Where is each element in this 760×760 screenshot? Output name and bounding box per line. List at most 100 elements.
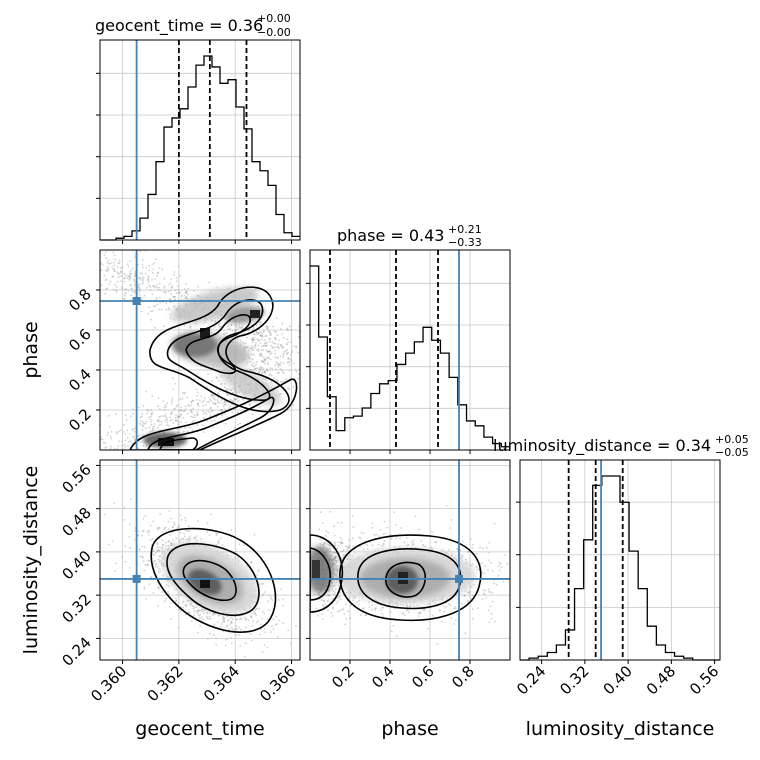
sample-point — [475, 565, 477, 568]
sample-point — [281, 332, 284, 335]
sample-point — [169, 301, 172, 304]
sample-point — [210, 394, 213, 397]
sample-point — [464, 594, 466, 597]
sample-point — [375, 534, 378, 536]
sample-point — [231, 629, 234, 631]
sample-point — [511, 578, 513, 580]
sample-point — [183, 535, 186, 538]
sample-point — [138, 287, 141, 289]
sample-point — [476, 568, 479, 571]
sample-point — [254, 610, 257, 612]
sample-point — [177, 288, 179, 291]
y-tick-label: 0.56 — [58, 461, 94, 497]
sample-point — [70, 269, 72, 271]
sample-point — [178, 608, 181, 611]
sample-point — [185, 295, 188, 298]
sample-point — [263, 358, 266, 360]
sample-point — [218, 401, 221, 404]
sample-point — [143, 569, 146, 572]
sample-point — [319, 543, 322, 545]
sample-point — [190, 604, 192, 607]
sample-point — [146, 247, 148, 249]
sample-point — [90, 446, 92, 448]
sample-point — [431, 531, 433, 533]
sample-point — [341, 541, 343, 544]
sample-point — [271, 346, 274, 348]
sample-point — [98, 437, 100, 439]
sample-point — [268, 340, 271, 343]
sample-point — [206, 401, 209, 403]
sample-point — [264, 371, 266, 373]
sample-point — [164, 548, 167, 550]
sample-point — [262, 331, 265, 334]
sample-point — [256, 338, 259, 341]
sample-point — [130, 415, 133, 418]
sample-point — [178, 415, 181, 418]
sample-point — [363, 607, 365, 609]
sample-point — [187, 611, 190, 614]
sample-point — [175, 280, 178, 282]
sample-point — [177, 423, 180, 426]
sample-point — [270, 631, 272, 633]
sample-point — [173, 408, 176, 411]
panel-frame — [99, 459, 301, 661]
sample-point — [227, 394, 229, 396]
sample-point — [268, 330, 270, 332]
sample-point — [164, 291, 166, 294]
sample-point — [139, 555, 141, 558]
sample-point — [176, 285, 179, 288]
sample-point — [259, 352, 261, 355]
sample-point — [150, 409, 153, 411]
sample-point — [352, 599, 355, 602]
sample-point — [192, 416, 194, 419]
sample-point — [128, 275, 131, 278]
sample-point — [196, 394, 198, 397]
sample-point — [337, 600, 339, 603]
sample-point — [438, 609, 441, 612]
sample-point — [130, 288, 133, 291]
sample-point — [269, 350, 272, 352]
histogram — [100, 40, 300, 241]
sample-point — [464, 558, 467, 561]
sample-point — [257, 570, 260, 573]
sample-point — [465, 561, 468, 563]
sample-point — [158, 286, 161, 289]
sample-point — [322, 543, 325, 545]
sample-point — [286, 327, 289, 330]
sample-point — [129, 523, 131, 526]
sample-point — [259, 366, 262, 369]
sample-point — [119, 270, 122, 272]
sample-point — [264, 631, 266, 633]
sample-point — [142, 279, 145, 281]
sample-point — [152, 285, 155, 288]
sample-point — [208, 281, 210, 284]
sample-point — [216, 532, 218, 535]
sample-point — [327, 531, 330, 534]
sample-point — [153, 423, 156, 425]
sample-point — [171, 397, 174, 400]
sample-point — [321, 618, 324, 621]
sample-point — [336, 565, 339, 567]
sample-point — [346, 546, 349, 549]
sample-point — [412, 539, 415, 542]
sample-point — [173, 407, 176, 410]
sample-point — [134, 283, 136, 285]
sample-point — [286, 349, 289, 351]
sample-point — [179, 275, 181, 277]
sample-point — [500, 566, 503, 568]
sample-point — [268, 374, 271, 377]
sample-point — [212, 366, 214, 369]
sample-point — [170, 618, 172, 620]
sample-point — [156, 272, 159, 275]
sample-point — [444, 606, 447, 609]
sample-point — [281, 346, 283, 349]
density-plot — [70, 247, 300, 450]
sample-point — [265, 341, 268, 344]
sample-point — [125, 274, 128, 277]
sample-point — [491, 592, 494, 594]
sample-point — [150, 421, 153, 423]
sample-point — [184, 516, 187, 519]
sample-point — [279, 392, 282, 395]
sample-point — [252, 326, 255, 329]
sample-point — [131, 290, 134, 292]
